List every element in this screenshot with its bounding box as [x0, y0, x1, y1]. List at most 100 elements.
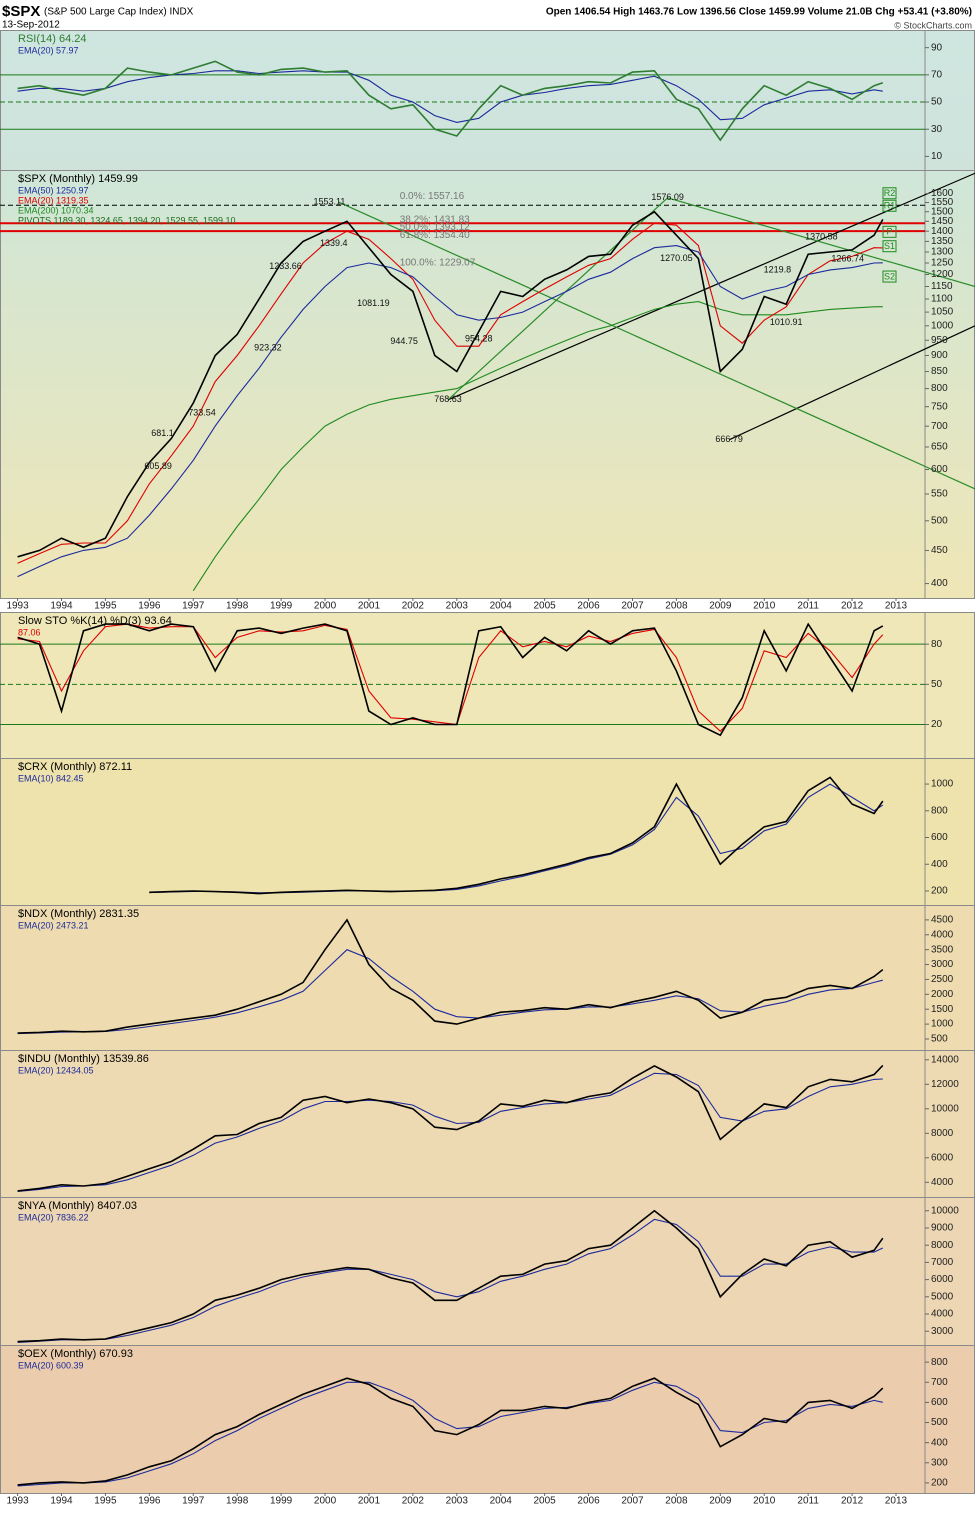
- y-tick-label: 6000: [931, 1274, 954, 1285]
- legend-entry: RSI(14) 64.24: [18, 33, 86, 45]
- x-tick-label: 2009: [709, 601, 732, 612]
- y-tick-label: 600: [931, 1397, 948, 1408]
- legend-entry: EMA(50) 1250.97: [18, 185, 89, 195]
- y-tick-label: 600: [931, 832, 948, 843]
- y-tick-label: 80: [931, 639, 943, 650]
- y-tick-label: 8000: [931, 1240, 954, 1251]
- price-label: 1081.19: [357, 298, 390, 308]
- x-tick-label: 1996: [138, 1496, 161, 1507]
- legend-entry: $NYA (Monthly) 8407.03: [18, 1200, 137, 1212]
- price-label: 1010.91: [770, 317, 803, 327]
- y-tick-label: 1350: [931, 236, 954, 247]
- y-tick-label: 1450: [931, 216, 954, 227]
- legend-entry: $NDX (Monthly) 2831.35: [18, 908, 139, 920]
- pivot-label: S2: [884, 271, 895, 281]
- panel-background: [0, 1197, 975, 1346]
- x-tick-label: 1995: [94, 1496, 117, 1507]
- y-tick-label: 14000: [931, 1054, 959, 1065]
- price-label: 1553.11: [313, 196, 345, 206]
- x-tick-label: 2001: [358, 1496, 381, 1507]
- x-tick-label: 2009: [709, 1496, 732, 1507]
- y-tick-label: 800: [931, 383, 948, 394]
- credit: © StockCharts.com: [894, 20, 972, 30]
- price-label: 944.75: [390, 336, 418, 346]
- panel-background: [0, 758, 975, 906]
- price-label: 923.32: [254, 343, 282, 353]
- x-tick-label: 2003: [446, 601, 469, 612]
- fib-label: 50.0%: 1393.12: [400, 222, 470, 233]
- pivot-box: [882, 187, 897, 200]
- x-tick-label: 1998: [226, 1496, 249, 1507]
- x-tick-label: 2005: [534, 601, 557, 612]
- y-tick-label: 200: [931, 886, 948, 897]
- x-tick-label: 2008: [665, 1496, 688, 1507]
- series-line: [17, 1218, 884, 1343]
- price-label: 1370.58: [805, 232, 838, 242]
- pivot-label: S1: [884, 241, 895, 251]
- y-tick-label: 1150: [931, 281, 953, 292]
- pivot-label: R1: [884, 201, 896, 211]
- fib-label: 38.2%: 1431.83: [400, 214, 470, 225]
- y-tick-label: 4500: [931, 915, 954, 926]
- legend-entry: EMA(20) 12434.05: [18, 1065, 94, 1075]
- y-tick-label: 30: [931, 124, 943, 135]
- x-tick-label: 1994: [50, 601, 73, 612]
- y-tick-label: 200: [931, 1478, 948, 1489]
- x-tick-label: 2006: [577, 1496, 600, 1507]
- y-tick-label: 1250: [931, 258, 954, 269]
- series-line: [17, 60, 884, 142]
- y-tick-label: 3000: [931, 1326, 954, 1337]
- symbol: $SPX: [2, 3, 40, 20]
- x-tick-label: 2004: [490, 601, 513, 612]
- price-label: 1270.05: [660, 253, 693, 263]
- x-tick-label: 1996: [138, 601, 161, 612]
- x-tick-label: 1997: [182, 1496, 205, 1507]
- index-name: (S&P 500 Large Cap Index) INDX: [44, 7, 194, 18]
- legend-entry: Slow STO %K(14) %D(3) 93.64: [18, 615, 172, 627]
- x-tick-label: 2012: [841, 601, 864, 612]
- y-tick-label: 1500: [931, 206, 954, 217]
- pivot-box: [882, 225, 897, 238]
- x-tick-label: 2011: [797, 601, 819, 612]
- x-tick-label: 1997: [182, 601, 205, 612]
- y-tick-label: 1200: [931, 269, 954, 280]
- price-label: 768.63: [434, 394, 462, 404]
- x-tick-label: 2013: [885, 1496, 908, 1507]
- x-tick-label: 2003: [446, 1496, 469, 1507]
- trendline: [728, 325, 975, 441]
- y-tick-label: 6000: [931, 1152, 954, 1163]
- y-tick-label: 90: [931, 42, 943, 53]
- y-tick-label: 4000: [931, 1177, 954, 1188]
- legend-entry: EMA(200) 1070.34: [18, 205, 94, 215]
- y-tick-label: 1600: [931, 188, 954, 199]
- trendline: [337, 201, 975, 490]
- series-line: [192, 301, 883, 591]
- quote: Open 1406.54 High 1463.76 Low 1396.56 Cl…: [546, 7, 972, 18]
- series-line: [17, 222, 883, 564]
- legend-entry: EMA(10) 842.45: [18, 773, 84, 783]
- pivot-label: R2: [884, 188, 896, 198]
- y-tick-label: 950: [931, 335, 948, 346]
- pivot-box: [882, 240, 897, 253]
- legend-entry: EMA(20) 600.39: [18, 1360, 84, 1370]
- plot-area: [17, 1377, 884, 1487]
- trendline: [667, 197, 975, 288]
- y-tick-label: 7000: [931, 1257, 954, 1268]
- y-tick-label: 3500: [931, 944, 954, 955]
- y-tick-label: 1000: [931, 1019, 954, 1030]
- legend-entry: EMA(20) 7836.22: [18, 1212, 89, 1222]
- series-line: [149, 776, 884, 895]
- y-tick-label: 2500: [931, 974, 954, 985]
- x-tick-label: 2000: [314, 601, 337, 612]
- series-line: [17, 70, 883, 123]
- x-tick-label: 1994: [50, 1496, 73, 1507]
- y-tick-label: 5000: [931, 1291, 954, 1302]
- x-tick-label: 2006: [577, 601, 600, 612]
- pivot-box: [882, 199, 897, 212]
- plot-area: [0, 622, 925, 737]
- price-label: 1266.74: [831, 254, 864, 264]
- series-line: [17, 1377, 884, 1486]
- series-line: [17, 918, 884, 1034]
- x-tick-label: 1999: [270, 601, 293, 612]
- date: 13-Sep-2012: [2, 20, 60, 31]
